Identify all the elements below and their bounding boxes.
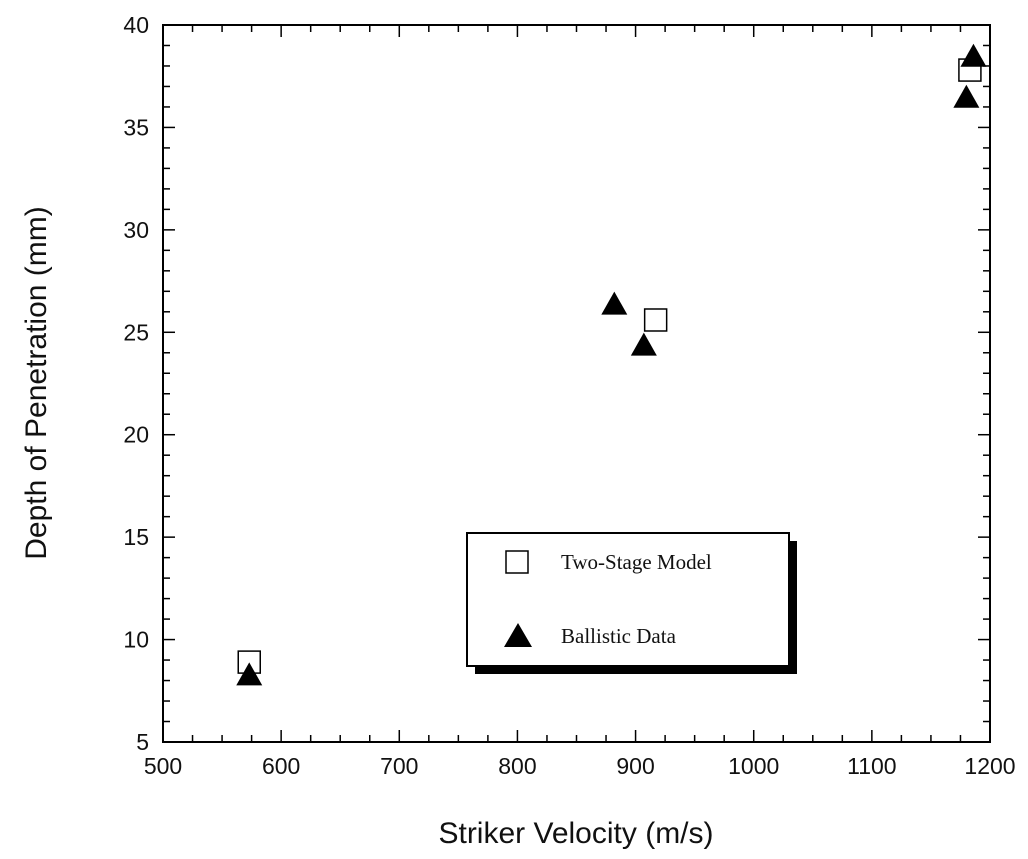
x-tick-label: 700 [380, 753, 418, 779]
two-stage-model-point [643, 308, 668, 332]
x-axis-title: Striker Velocity (m/s) [438, 817, 713, 850]
legend-square-icon [505, 550, 529, 574]
ballistic-data-point [630, 332, 657, 356]
y-tick-label: 30 [123, 217, 149, 243]
x-tick-label: 500 [144, 753, 182, 779]
y-tick-label: 5 [136, 729, 149, 755]
x-tick-label: 1000 [728, 753, 779, 779]
data-marks [236, 43, 987, 686]
axis-ticks [162, 24, 991, 743]
ballistic-data-point [960, 43, 987, 67]
x-tick-label: 600 [262, 753, 300, 779]
y-tick-label: 35 [123, 114, 149, 140]
x-tick-label: 800 [498, 753, 536, 779]
y-tick-label: 15 [123, 524, 149, 550]
x-tick-label: 900 [616, 753, 654, 779]
y-tick-label: 10 [123, 627, 149, 653]
ballistic-data-point [601, 291, 628, 315]
y-tick-label: 40 [123, 12, 149, 38]
x-tick-label: 1100 [847, 753, 896, 779]
y-axis-title: Depth of Penetration (mm) [20, 206, 53, 559]
ballistic-data-point [953, 84, 980, 108]
legend: Two-Stage Model Ballistic Data [466, 532, 797, 674]
y-tick-label: 25 [123, 319, 149, 345]
legend-label-two-stage-model: Two-Stage Model [561, 550, 712, 574]
y-tick-label: 20 [123, 422, 149, 448]
legend-triangle-icon [504, 623, 532, 647]
ballistic-data-point [236, 662, 263, 686]
axis-tick-labels: 500 600 700 800 900 1000 1100 1200 5 10 15 20 25 30 35… [123, 12, 1015, 779]
legend-label-ballistic-data: Ballistic Data [561, 624, 677, 648]
x-tick-label: 1200 [964, 753, 1015, 779]
